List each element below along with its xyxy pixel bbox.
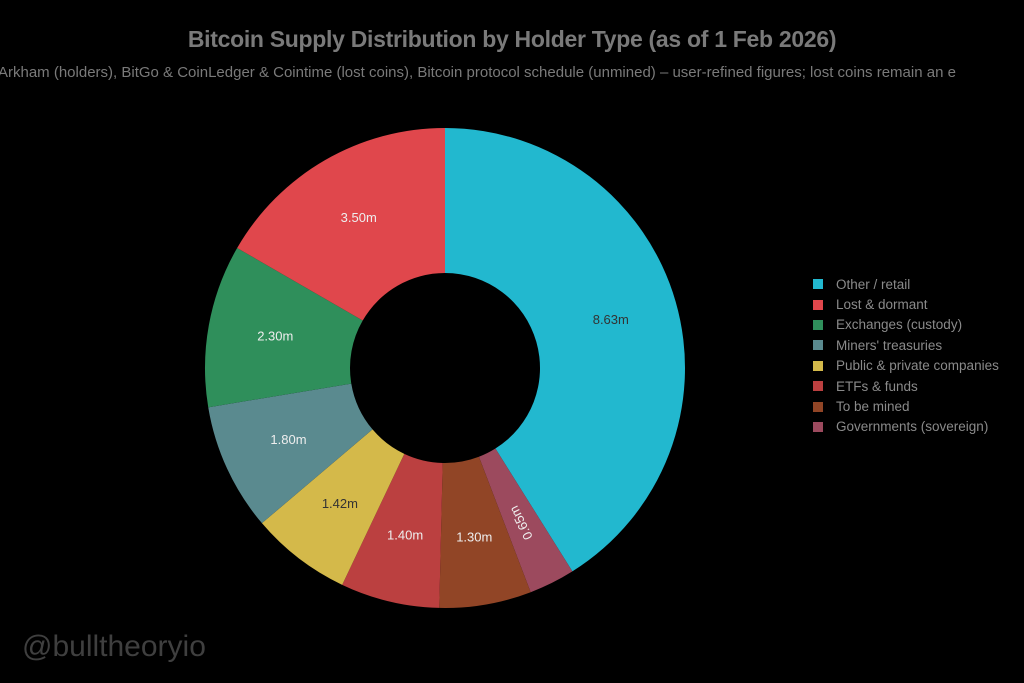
slice-other-retail[interactable] [445, 128, 686, 572]
legend-label: Governments (sovereign) [836, 419, 989, 435]
chart-title: Bitcoin Supply Distribution by Holder Ty… [187, 26, 837, 52]
slice-label: 1.42m [322, 496, 358, 511]
legend-label: Lost & dormant [836, 297, 928, 313]
legend-swatch [813, 421, 823, 432]
slice-etfs-funds[interactable] [342, 453, 443, 608]
legend-swatch [813, 279, 823, 290]
legend-item[interactable]: Exchanges (custody) [813, 315, 999, 335]
legend-swatch [813, 401, 823, 412]
legend-label: ETFs & funds [836, 378, 918, 394]
legend-item[interactable]: Miners' treasuries [813, 335, 999, 355]
legend-item[interactable]: Public & private companies [813, 356, 999, 376]
legend-item[interactable]: Governments (sovereign) [813, 417, 999, 437]
legend-swatch [813, 319, 823, 330]
watermark: @bulltheoryio [22, 630, 206, 663]
legend-item[interactable]: To be mined [813, 396, 999, 416]
slice-exchanges-custody[interactable] [205, 248, 363, 408]
slice-governments-sovereign[interactable] [478, 448, 573, 593]
legend-item[interactable]: ETFs & funds [813, 376, 999, 396]
slice-label: 3.50m [341, 210, 377, 225]
legend-item[interactable]: Other / retail [813, 274, 999, 294]
legend-swatch [813, 340, 823, 351]
slice-label: 1.80m [270, 432, 306, 447]
slice-label: 8.63m [593, 312, 629, 327]
slice-miners-treasuries[interactable] [208, 383, 373, 524]
legend-label: Other / retail [836, 276, 911, 292]
slice-to-be-mined[interactable] [439, 456, 531, 609]
slice-public-private-companies[interactable] [261, 429, 405, 585]
slice-lost-dormant[interactable] [237, 128, 445, 321]
legend: Other / retail Lost & dormant Exchanges (c… [813, 274, 999, 437]
legend-label: Miners' treasuries [836, 337, 943, 353]
legend-item[interactable]: Lost & dormant [813, 294, 999, 314]
legend-label: Public & private companies [836, 358, 999, 374]
chart-subtitle: Arkham (holders), BitGo & CoinLedger & C… [0, 64, 956, 81]
legend-swatch [813, 360, 823, 371]
legend-swatch [813, 381, 823, 392]
legend-label: Exchanges (custody) [836, 317, 963, 333]
legend-swatch [813, 299, 823, 310]
slice-label: 2.30m [257, 329, 293, 344]
slice-label: 1.40m [387, 527, 423, 542]
legend-label: To be mined [836, 399, 910, 415]
slice-label: 1.30m [456, 529, 492, 544]
